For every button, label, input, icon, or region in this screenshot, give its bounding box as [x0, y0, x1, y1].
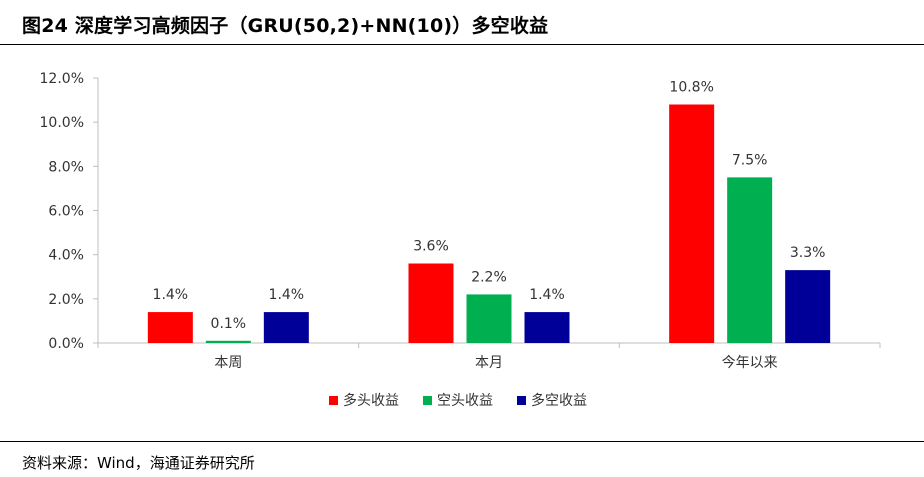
legend-label: 多头收益 — [343, 392, 399, 409]
bar — [466, 294, 512, 343]
y-tick-label: 10.0% — [40, 115, 84, 131]
y-tick-label: 12.0% — [40, 71, 84, 87]
legend-swatch — [517, 396, 526, 405]
y-tick-label: 2.0% — [48, 292, 84, 308]
x-category-label: 本月 — [475, 355, 503, 371]
bars — [147, 104, 831, 343]
y-tick-label: 4.0% — [48, 248, 84, 264]
x-category-label: 今年以来 — [722, 355, 778, 371]
title-bar: 图24 深度学习高频因子（GRU(50,2)+NN(10)）多空收益 — [0, 0, 924, 44]
data-label: 7.5% — [732, 152, 768, 168]
bar — [147, 312, 193, 343]
y-tick-label: 0.0% — [48, 336, 84, 352]
bar — [785, 270, 831, 343]
data-label: 3.6% — [413, 239, 449, 255]
bar — [727, 177, 773, 343]
bar — [263, 312, 309, 343]
bar — [408, 263, 454, 343]
bar — [205, 340, 251, 343]
data-label: 2.2% — [471, 269, 507, 285]
legend-swatch — [423, 396, 432, 405]
legend-label: 空头收益 — [437, 393, 493, 409]
data-label: 0.1% — [211, 316, 247, 332]
data-label: 1.4% — [153, 287, 189, 303]
legend-label: 多空收益 — [531, 392, 587, 409]
bar-chart: 0.0%2.0%4.0%6.0%8.0%10.0%12.0% 本周 本月 今年以来 … — [40, 71, 881, 409]
chart-area: 0.0% 2.0% 4.0% 6.0% 8.0% 10.0% 12.0% 本周 本月 今年以来 … — [0, 46, 924, 440]
data-label: 1.4% — [269, 287, 305, 303]
data-label: 10.8% — [669, 80, 713, 96]
data-label: 1.4% — [529, 287, 565, 303]
x-axis: 本周 本月 今年以来 — [97, 342, 881, 371]
data-labels: 1.4% 0.1% 1.4% 3.6% 2.2% 1.4% 10.8% 7.5% 3.3% — [153, 80, 826, 332]
bar — [524, 312, 570, 343]
data-label: 3.3% — [790, 245, 826, 261]
y-tick-label: 8.0% — [48, 159, 84, 175]
x-category-label: 本周 — [214, 355, 242, 371]
legend: 多头收益 空头收益 多空收益 — [329, 392, 587, 409]
title-divider — [0, 44, 924, 45]
y-tick-label: 6.0% — [48, 204, 84, 220]
figure-title: 图24 深度学习高频因子（GRU(50,2)+NN(10)）多空收益 — [22, 15, 549, 37]
y-axis: 0.0% 2.0% 4.0% 6.0% 8.0% 10.0% 12.0% — [40, 71, 99, 352]
source-note: 资料来源：Wind，海通证券研究所 — [22, 454, 255, 472]
legend-swatch — [329, 396, 338, 405]
bar — [669, 104, 715, 343]
footer-divider — [0, 441, 924, 442]
